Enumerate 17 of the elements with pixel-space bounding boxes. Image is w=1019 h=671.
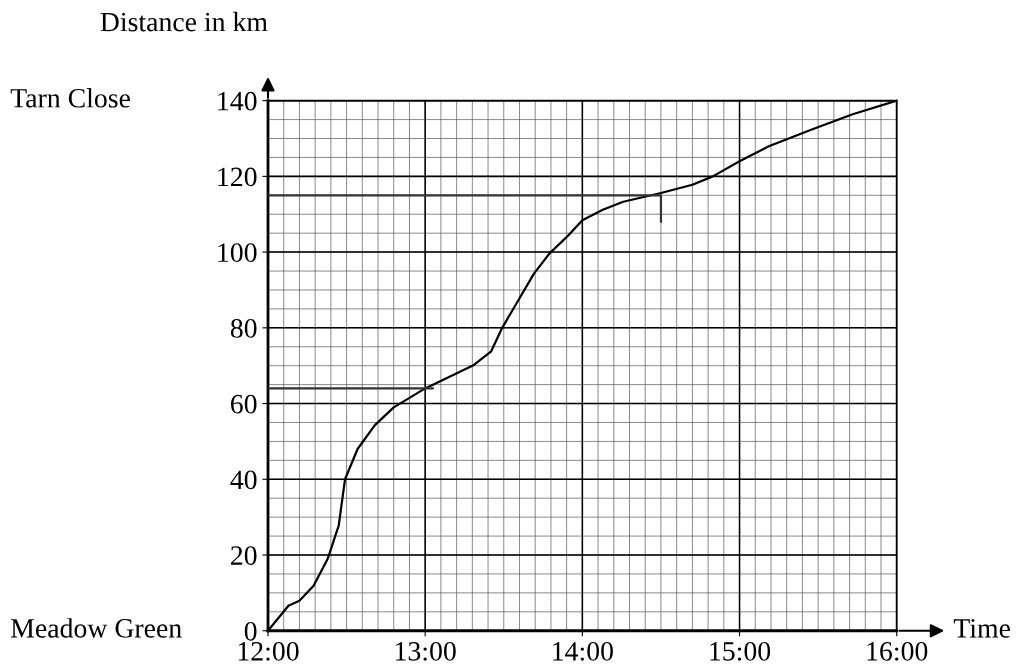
text: Meadow Green xyxy=(10,618,182,638)
x-tick-label: 15:00 xyxy=(710,641,771,661)
y-tick-label: 120 xyxy=(218,167,257,187)
x-tick-label: 16:00 xyxy=(867,641,928,661)
y-tick-label: 0 xyxy=(244,621,257,641)
y-tick-label: 60 xyxy=(231,394,257,414)
text: Tarn Close xyxy=(10,88,130,108)
x-tick-label: 12:00 xyxy=(238,641,299,661)
y-tick-label: 100 xyxy=(218,243,257,263)
y-axis-title: Distance in km xyxy=(100,11,268,32)
x-tick-label: 14:00 xyxy=(553,641,613,661)
x-tick-label: 13:00 xyxy=(395,641,456,661)
y-tick-label: 140 xyxy=(218,91,257,111)
y-tick-label: 80 xyxy=(230,319,257,338)
y-tick-label: 20 xyxy=(231,546,257,565)
y-tick-label: 40 xyxy=(230,470,257,490)
x-axis-title: Time xyxy=(953,619,1010,638)
